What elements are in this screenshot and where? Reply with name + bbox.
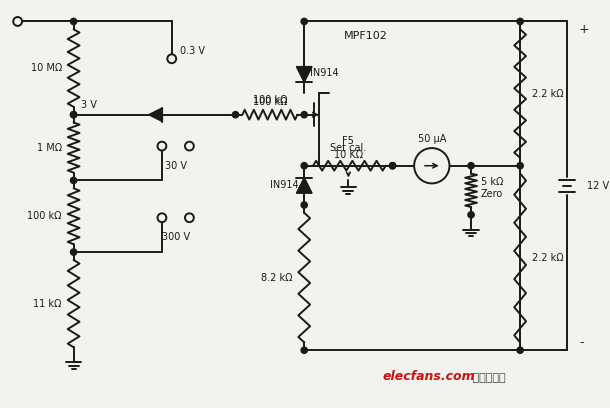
Circle shape bbox=[414, 148, 450, 183]
Text: Set cal.: Set cal. bbox=[330, 143, 367, 153]
Text: 100 kΩ: 100 kΩ bbox=[253, 97, 287, 107]
Circle shape bbox=[389, 162, 396, 169]
Text: +: + bbox=[579, 23, 590, 36]
Text: 12 V: 12 V bbox=[587, 181, 609, 191]
Text: -: - bbox=[579, 336, 584, 349]
Circle shape bbox=[71, 18, 77, 24]
Text: IN914: IN914 bbox=[310, 69, 339, 78]
Circle shape bbox=[517, 18, 523, 24]
Text: 30 V: 30 V bbox=[165, 161, 187, 171]
Text: 50 μA: 50 μA bbox=[418, 134, 446, 144]
Polygon shape bbox=[149, 108, 162, 122]
Text: 10 KΩ: 10 KΩ bbox=[334, 150, 363, 160]
Text: 2.2 kΩ: 2.2 kΩ bbox=[532, 89, 564, 99]
Circle shape bbox=[389, 162, 396, 169]
Text: F5: F5 bbox=[342, 136, 354, 146]
Circle shape bbox=[517, 347, 523, 353]
Text: 8.2 kΩ: 8.2 kΩ bbox=[261, 273, 292, 283]
Text: 5 kΩ: 5 kΩ bbox=[481, 177, 503, 187]
Circle shape bbox=[301, 162, 307, 169]
Text: IN914: IN914 bbox=[270, 180, 298, 191]
Text: 11 kΩ: 11 kΩ bbox=[34, 299, 62, 308]
Circle shape bbox=[468, 162, 474, 169]
Text: 100 kΩ: 100 kΩ bbox=[27, 211, 62, 221]
Circle shape bbox=[301, 347, 307, 353]
Circle shape bbox=[301, 111, 307, 118]
Circle shape bbox=[71, 111, 77, 118]
Circle shape bbox=[71, 111, 77, 118]
Text: 电子发烧友: 电子发烧友 bbox=[469, 373, 506, 383]
Circle shape bbox=[157, 142, 167, 151]
Polygon shape bbox=[296, 177, 312, 193]
Text: 100 kΩ: 100 kΩ bbox=[253, 95, 287, 105]
Circle shape bbox=[71, 249, 77, 255]
Circle shape bbox=[301, 18, 307, 24]
Text: 10 MΩ: 10 MΩ bbox=[30, 63, 62, 73]
Text: MPF102: MPF102 bbox=[343, 31, 387, 41]
Circle shape bbox=[71, 177, 77, 184]
Circle shape bbox=[468, 212, 474, 218]
Circle shape bbox=[301, 202, 307, 208]
Circle shape bbox=[185, 142, 194, 151]
Text: 300 V: 300 V bbox=[162, 233, 190, 242]
Text: Zero: Zero bbox=[481, 189, 503, 199]
Text: 3 V: 3 V bbox=[82, 100, 98, 110]
Text: elecfans.com: elecfans.com bbox=[382, 370, 475, 383]
Text: 1 MΩ: 1 MΩ bbox=[37, 142, 62, 153]
Circle shape bbox=[185, 213, 194, 222]
Circle shape bbox=[517, 162, 523, 169]
Polygon shape bbox=[296, 67, 312, 82]
Circle shape bbox=[167, 54, 176, 63]
Circle shape bbox=[232, 111, 239, 118]
Text: 2.2 kΩ: 2.2 kΩ bbox=[532, 253, 564, 263]
Text: 0.3 V: 0.3 V bbox=[179, 46, 204, 56]
Circle shape bbox=[157, 213, 167, 222]
Circle shape bbox=[13, 17, 22, 26]
